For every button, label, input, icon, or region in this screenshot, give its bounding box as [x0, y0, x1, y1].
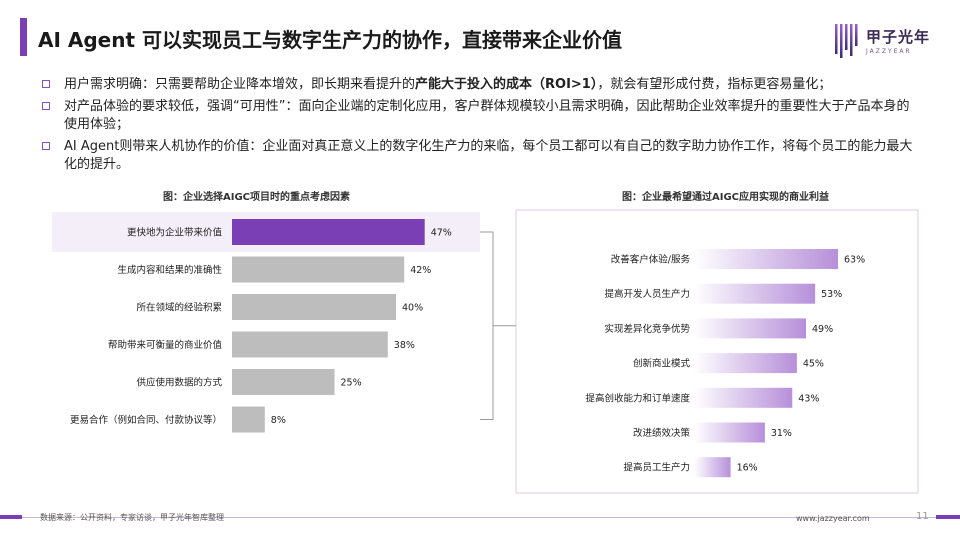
right-bar	[694, 422, 765, 443]
right-value-label: 16%	[737, 463, 758, 474]
bullet-item: 用户需求明确：只需要帮助企业降本增效，即长期来看提升的产能大于投入的成本（ROI…	[40, 76, 920, 94]
right-bar	[694, 318, 806, 339]
left-bar	[232, 406, 265, 433]
right-value-label: 53%	[821, 289, 842, 300]
left-value-label: 8%	[271, 415, 286, 426]
left-category-label: 生成内容和结果的准确性	[117, 264, 222, 276]
right-category-label: 提高创收能力和订单速度	[585, 392, 690, 404]
left-bar	[232, 294, 396, 320]
bullet-text-tail: ，就会有望形成付费，指标更容易量化；	[597, 77, 832, 92]
page-number: 11	[916, 511, 929, 522]
left-value-label: 47%	[431, 228, 452, 239]
right-value-label: 63%	[844, 255, 865, 266]
right-bar	[694, 283, 816, 304]
data-source: 数据来源：公开资料，专家访谈，甲子光年智库整理	[40, 513, 224, 522]
right-category-label: 提高员工生产力	[623, 462, 690, 474]
left-chart-title: 图：企业选择AIGC项目时的重点考虑因素	[163, 192, 351, 203]
right-bar	[694, 353, 797, 374]
right-category-label: 实现差异化竞争优势	[604, 323, 690, 335]
bullet-text: 用户需求明确：只需要帮助企业降本增效，即长期来看提升的	[64, 77, 416, 92]
bullet-text: AI Agent则带来人机协作的价值：企业面对真正意义上的数字化生产力的来临，每…	[64, 139, 913, 172]
square-bullet-icon	[42, 102, 50, 110]
square-bullet-icon	[42, 80, 50, 88]
footer-divider	[22, 517, 936, 518]
right-value-label: 43%	[798, 393, 819, 404]
left-bar	[232, 331, 388, 358]
bullet-list: 用户需求明确：只需要帮助企业降本增效，即长期来看提升的产能大于投入的成本（ROI…	[40, 76, 920, 178]
right-chart-title: 图：企业最希望通过AIGC应用实现的商业利益	[622, 192, 830, 203]
right-category-label: 创新商业模式	[633, 358, 691, 370]
logo-text-cn: 甲子光年	[865, 27, 930, 46]
right-value-label: 45%	[803, 359, 824, 370]
left-category-label: 更易合作（例如合同、付款协议等）	[70, 414, 222, 426]
page-title: AI Agent 可以实现员工与数字生产力的协作，直接带来企业价值	[38, 28, 623, 52]
footer-url: www.jazzyear.com	[796, 514, 870, 523]
left-category-label: 帮助带来可衡量的商业价值	[108, 339, 223, 351]
left-value-label: 42%	[410, 265, 431, 276]
right-category-label: 提高开发人员生产力	[604, 288, 690, 300]
left-value-label: 40%	[402, 303, 423, 314]
right-value-label: 31%	[771, 428, 792, 439]
left-bar	[232, 369, 335, 395]
brand-logo: 甲子光年 JAZZYEAR	[834, 20, 930, 60]
left-value-label: 38%	[394, 340, 415, 351]
right-category-label: 改善客户体验/服务	[611, 254, 691, 266]
right-value-label: 49%	[812, 324, 833, 335]
left-category-label: 所在领域的经验积累	[136, 302, 222, 314]
right-category-label: 改进绩效决策	[633, 427, 691, 439]
right-bar	[694, 457, 731, 478]
right-bar	[694, 249, 838, 269]
title-accent-bar	[20, 18, 27, 56]
footer-accent-left	[0, 515, 22, 519]
bracket-connector	[480, 231, 494, 420]
left-value-label: 25%	[341, 378, 362, 389]
square-bullet-icon	[42, 142, 50, 150]
logo-mark-icon	[834, 24, 858, 58]
right-bar	[694, 387, 793, 408]
bullet-item: AI Agent则带来人机协作的价值：企业面对真正意义上的数字化生产力的来临，每…	[40, 138, 920, 174]
left-category-label: 更快地为企业带来价值	[127, 227, 223, 239]
footer-accent-right	[936, 515, 960, 519]
left-category-label: 供应使用数据的方式	[136, 377, 222, 389]
bullet-item: 对产品体验的要求较低，强调“可用性”：面向企业端的定制化应用，客户群体规模较小且…	[40, 98, 920, 134]
bullet-bold-text: 产能大于投入的成本（ROI>1）	[415, 77, 598, 92]
left-bar	[232, 256, 405, 283]
logo-text-en: JAZZYEAR	[865, 47, 912, 55]
left-bar	[232, 219, 425, 245]
bullet-text: 对产品体验的要求较低，强调“可用性”：面向企业端的定制化应用，客户群体规模较小且…	[64, 99, 910, 132]
